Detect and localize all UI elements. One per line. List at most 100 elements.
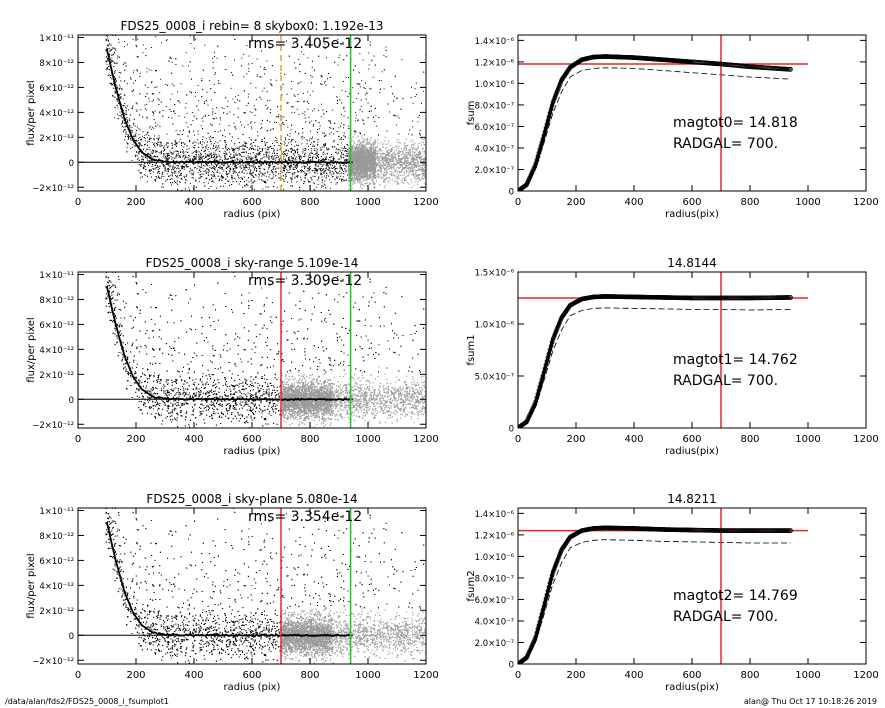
- scatter-point: [223, 170, 225, 172]
- scatter-point: [354, 142, 356, 144]
- scatter-point: [128, 137, 130, 139]
- scatter-point: [150, 151, 152, 153]
- scatter-point: [235, 167, 237, 169]
- scatter-point: [359, 143, 361, 145]
- scatter-point: [250, 153, 251, 155]
- scatter-point: [213, 153, 215, 155]
- scatter-point: [170, 57, 172, 59]
- scatter-point: [157, 15, 158, 16]
- scatter-point: [109, 82, 111, 84]
- scatter-point: [211, 177, 212, 179]
- scatter-point: [294, 151, 296, 153]
- scatter-point: [308, 146, 310, 148]
- scatter-point: [276, 140, 278, 142]
- scatter-point: [273, 182, 275, 184]
- scatter-point: [417, 121, 419, 123]
- scatter-point: [314, 172, 315, 174]
- scatter-point: [173, 163, 175, 164]
- scatter-point: [145, 96, 147, 98]
- scatter-point: [168, 154, 170, 156]
- scatter-point: [227, 180, 229, 182]
- scatter-point: [383, 143, 385, 145]
- scatter-point: [192, 173, 194, 174]
- scatter-point: [234, 148, 235, 150]
- scatter-point: [148, 164, 149, 166]
- scatter-point: [228, 147, 230, 149]
- scatter-point: [339, 170, 341, 172]
- scatter-point: [343, 171, 345, 172]
- scatter-point: [309, 122, 311, 124]
- scatter-point: [214, 150, 216, 152]
- scatter-point: [224, 153, 226, 154]
- scatter-point: [210, 153, 212, 155]
- scatter-point: [244, 112, 246, 114]
- scatter-point: [252, 176, 254, 178]
- scatter-point: [344, 110, 346, 112]
- scatter-point: [285, 145, 287, 147]
- scatter-point: [130, 78, 132, 80]
- scatter-point: [107, 29, 108, 30]
- scatter-point: [344, 150, 346, 152]
- scatter-point: [168, 165, 170, 167]
- scatter-point: [184, 177, 185, 179]
- scatter-point: [398, 149, 400, 151]
- scatter-point: [341, 153, 343, 155]
- scatter-point: [147, 154, 149, 156]
- scatter-point: [326, 164, 328, 166]
- scatter-point: [250, 178, 252, 180]
- scatter-point: [299, 176, 301, 178]
- scatter-point: [329, 133, 330, 135]
- scatter-point: [363, 141, 365, 143]
- scatter-point: [313, 148, 315, 150]
- scatter-point: [112, 87, 114, 89]
- scatter-point: [304, 72, 306, 74]
- scatter-point: [195, 193, 196, 194]
- scatter-point: [148, 135, 150, 137]
- scatter-point: [209, 179, 211, 181]
- scatter-point: [240, 121, 241, 123]
- scatter-point: [109, 43, 111, 45]
- scatter-point: [283, 141, 285, 143]
- scatter-point: [368, 68, 370, 70]
- scatter-point: [401, 162, 403, 164]
- scatter-point: [411, 181, 413, 183]
- scatter-point: [221, 167, 223, 168]
- scatter-point: [248, 63, 250, 65]
- scatter-point: [216, 171, 218, 173]
- scatter-point: [184, 188, 186, 190]
- scatter-point: [182, 165, 183, 167]
- scatter-point: [225, 178, 227, 180]
- scatter-point: [266, 154, 268, 156]
- scatter-point: [148, 140, 150, 142]
- scatter-point: [113, 66, 115, 68]
- scatter-point: [167, 142, 169, 144]
- scatter-point: [291, 88, 293, 90]
- scatter-point: [229, 151, 231, 153]
- scatter-point: [217, 169, 219, 171]
- scatter-point: [207, 146, 209, 148]
- scatter-point: [380, 171, 382, 173]
- scatter-point: [281, 184, 283, 186]
- scatter-point: [120, 72, 122, 74]
- scatter-point: [212, 181, 214, 183]
- scatter-point: [212, 57, 214, 59]
- scatter-point: [175, 142, 177, 144]
- scatter-point: [324, 43, 326, 45]
- scatter-point: [193, 141, 195, 143]
- scatter-point: [314, 149, 315, 151]
- scatter-point: [107, 75, 109, 77]
- scatter-point: [220, 167, 222, 169]
- scatter-point: [324, 143, 326, 145]
- scatter-point: [324, 144, 326, 146]
- scatter-point: [194, 166, 196, 168]
- scatter-point: [221, 164, 223, 165]
- scatter-point: [308, 160, 309, 162]
- scatter-point: [186, 145, 188, 147]
- scatter-point: [266, 152, 268, 154]
- scatter-point: [196, 105, 198, 107]
- scatter-point: [286, 172, 288, 174]
- scatter-point: [324, 169, 326, 171]
- scatter-point: [157, 166, 159, 168]
- scatter-point: [134, 136, 136, 138]
- scatter-point: [330, 163, 332, 165]
